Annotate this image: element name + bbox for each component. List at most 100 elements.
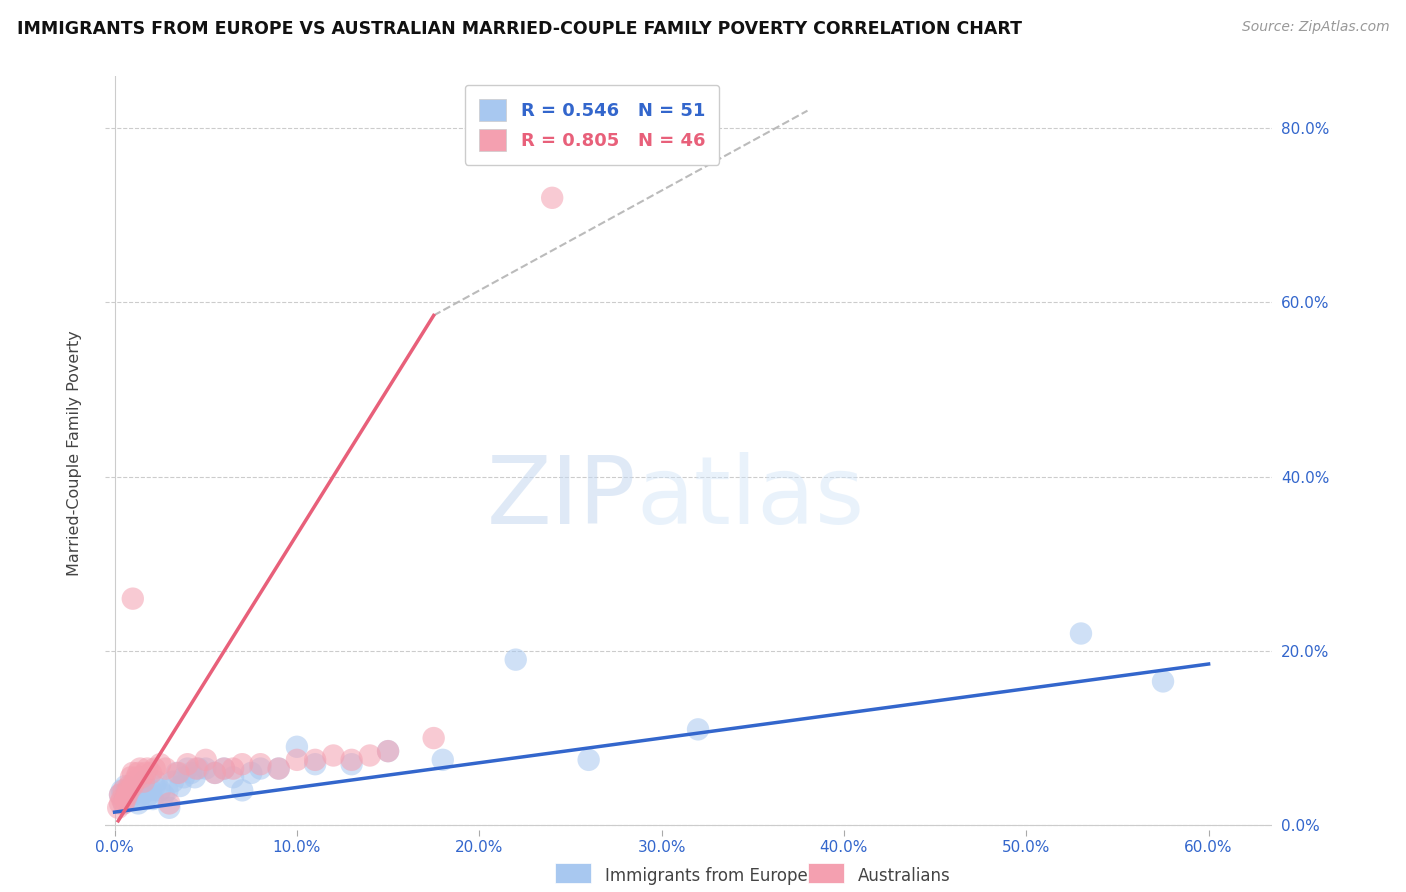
Point — [167, 766, 190, 780]
Point — [117, 783, 139, 797]
Point — [359, 748, 381, 763]
Point — [124, 774, 146, 789]
Y-axis label: Married-Couple Family Poverty: Married-Couple Family Poverty — [67, 330, 82, 575]
Text: ZIP: ZIP — [486, 452, 637, 544]
Legend: R = 0.546   N = 51, R = 0.805   N = 46: R = 0.546 N = 51, R = 0.805 N = 46 — [464, 85, 720, 165]
Point — [194, 753, 217, 767]
Point — [125, 792, 148, 806]
Point — [131, 788, 153, 802]
Point — [249, 757, 271, 772]
Point — [129, 762, 152, 776]
Point — [184, 770, 207, 784]
Text: Australians: Australians — [858, 867, 950, 885]
Point — [149, 783, 172, 797]
Point — [112, 797, 135, 811]
Point — [120, 783, 142, 797]
Point — [194, 762, 217, 776]
Point — [249, 762, 271, 776]
Point — [138, 788, 160, 802]
Point — [155, 762, 177, 776]
FancyBboxPatch shape — [555, 863, 591, 883]
Point — [108, 788, 131, 802]
Point — [377, 744, 399, 758]
Point — [169, 779, 191, 793]
Point — [108, 797, 131, 811]
Point — [142, 792, 165, 806]
Point — [145, 774, 167, 789]
Point — [111, 783, 134, 797]
Point — [120, 770, 142, 784]
Point — [176, 757, 198, 772]
Point — [127, 797, 149, 811]
Point — [285, 753, 308, 767]
Point — [107, 801, 129, 815]
Text: Source: ZipAtlas.com: Source: ZipAtlas.com — [1241, 20, 1389, 34]
Point — [139, 766, 162, 780]
Point — [304, 757, 326, 772]
Point — [127, 766, 149, 780]
Point — [1152, 674, 1174, 689]
Point — [124, 783, 146, 797]
Point — [121, 788, 143, 802]
Point — [117, 788, 139, 802]
Point — [114, 779, 136, 793]
Point — [322, 748, 344, 763]
Point — [578, 753, 600, 767]
Point — [131, 770, 153, 784]
Point — [377, 744, 399, 758]
Point — [143, 762, 166, 776]
Text: Immigrants from Europe: Immigrants from Europe — [605, 867, 807, 885]
Point — [212, 762, 235, 776]
Point — [212, 762, 235, 776]
Point — [240, 766, 263, 780]
Point — [132, 774, 155, 789]
Point — [156, 783, 179, 797]
Point — [166, 766, 188, 780]
Point — [176, 762, 198, 776]
Point — [204, 766, 226, 780]
Point — [129, 783, 152, 797]
Point — [340, 757, 363, 772]
Point — [118, 783, 141, 797]
Point — [112, 783, 135, 797]
Point — [157, 801, 180, 815]
Point — [187, 762, 209, 776]
Point — [304, 753, 326, 767]
Point — [125, 770, 148, 784]
Text: IMMIGRANTS FROM EUROPE VS AUSTRALIAN MARRIED-COUPLE FAMILY POVERTY CORRELATION C: IMMIGRANTS FROM EUROPE VS AUSTRALIAN MAR… — [17, 20, 1022, 37]
Point — [222, 762, 245, 776]
Point — [111, 792, 134, 806]
Point — [132, 774, 155, 789]
Point — [136, 783, 159, 797]
Point — [121, 766, 143, 780]
Point — [117, 788, 139, 802]
Point — [231, 783, 253, 797]
Point — [118, 779, 141, 793]
Point — [285, 739, 308, 754]
Point — [157, 797, 180, 811]
FancyBboxPatch shape — [808, 863, 844, 883]
Point — [108, 788, 131, 802]
Point — [340, 753, 363, 767]
Point — [153, 788, 174, 802]
Point — [267, 762, 290, 776]
Point — [267, 762, 290, 776]
Point — [186, 762, 208, 776]
Point — [231, 757, 253, 772]
Point — [173, 770, 195, 784]
Point — [112, 797, 135, 811]
Text: atlas: atlas — [637, 452, 865, 544]
Point — [541, 191, 564, 205]
Point — [505, 653, 527, 667]
Point — [139, 783, 162, 797]
Point — [162, 774, 184, 789]
Point — [422, 731, 444, 745]
Point — [135, 766, 157, 780]
Point — [204, 766, 226, 780]
Point — [118, 792, 141, 806]
Point — [180, 766, 202, 780]
Point — [1070, 626, 1092, 640]
Point — [222, 770, 245, 784]
Point — [686, 723, 709, 737]
Point — [136, 762, 159, 776]
